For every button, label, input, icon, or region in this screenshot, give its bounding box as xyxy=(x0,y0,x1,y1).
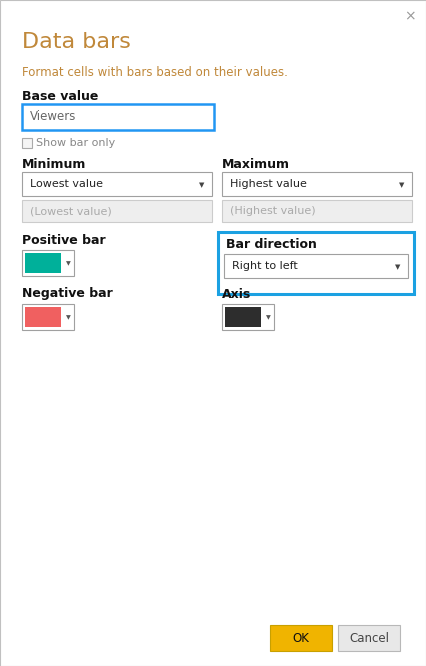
Text: Negative bar: Negative bar xyxy=(22,288,113,300)
Text: Axis: Axis xyxy=(222,288,251,300)
Text: Highest value: Highest value xyxy=(230,179,307,189)
Bar xyxy=(224,254,408,278)
Bar xyxy=(22,104,214,130)
Text: ▼: ▼ xyxy=(199,182,204,188)
Text: Right to left: Right to left xyxy=(232,261,298,271)
Text: ×: × xyxy=(404,9,416,23)
Bar xyxy=(222,172,412,196)
Text: ▼: ▼ xyxy=(266,316,271,320)
Text: (Lowest value): (Lowest value) xyxy=(30,206,112,216)
Bar xyxy=(338,625,400,651)
Text: Base value: Base value xyxy=(22,89,98,103)
Bar xyxy=(22,138,32,148)
Text: Maximum: Maximum xyxy=(222,157,290,170)
Text: Viewers: Viewers xyxy=(30,111,76,123)
Bar xyxy=(225,307,261,327)
Bar xyxy=(270,625,332,651)
Text: Positive bar: Positive bar xyxy=(22,234,106,246)
Text: Bar direction: Bar direction xyxy=(226,238,317,252)
Text: ▼: ▼ xyxy=(66,316,70,320)
Bar xyxy=(22,172,212,196)
Text: Data bars: Data bars xyxy=(22,32,131,52)
Bar xyxy=(25,307,61,327)
Text: (Highest value): (Highest value) xyxy=(230,206,316,216)
Text: OK: OK xyxy=(293,631,309,645)
Text: ▼: ▼ xyxy=(66,262,70,266)
Text: ▼: ▼ xyxy=(399,182,405,188)
Text: Lowest value: Lowest value xyxy=(30,179,103,189)
Bar xyxy=(218,232,414,294)
Text: ▼: ▼ xyxy=(395,264,401,270)
Bar xyxy=(22,200,212,222)
Bar xyxy=(25,253,61,273)
Text: Format cells with bars based on their values.: Format cells with bars based on their va… xyxy=(22,65,288,79)
Text: Show bar only: Show bar only xyxy=(36,138,115,148)
Bar xyxy=(222,304,274,330)
Bar xyxy=(22,304,74,330)
Bar xyxy=(222,200,412,222)
Text: Minimum: Minimum xyxy=(22,157,86,170)
Text: Cancel: Cancel xyxy=(349,631,389,645)
Bar xyxy=(22,250,74,276)
